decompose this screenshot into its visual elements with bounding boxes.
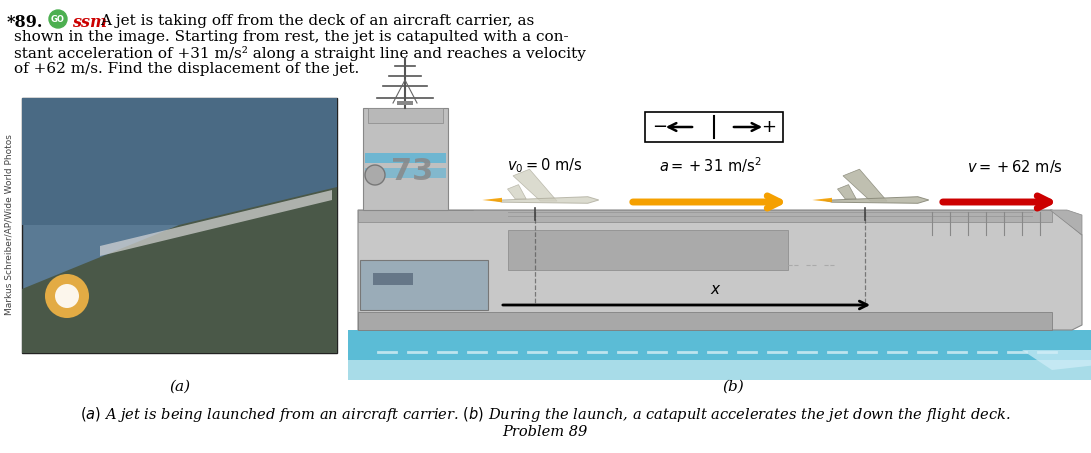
Text: 73: 73 — [391, 158, 433, 187]
Bar — [358, 210, 1052, 222]
Polygon shape — [507, 185, 526, 199]
Bar — [348, 360, 1091, 380]
Circle shape — [365, 165, 385, 185]
Text: of +62 m/s. Find the displacement of the jet.: of +62 m/s. Find the displacement of the… — [14, 62, 359, 76]
Text: GO: GO — [51, 14, 65, 24]
Circle shape — [45, 274, 89, 318]
Text: *89.: *89. — [7, 14, 44, 31]
Text: stant acceleration of +31 m/s² along a straight line and reaches a velocity: stant acceleration of +31 m/s² along a s… — [14, 46, 586, 61]
Text: $v = +62$ m/s: $v = +62$ m/s — [967, 158, 1063, 175]
Text: −: − — [652, 118, 667, 136]
Circle shape — [55, 284, 79, 308]
Text: $(a)$ A jet is being launched from an aircraft carrier. $(b)$ During the launch,: $(a)$ A jet is being launched from an ai… — [80, 405, 1010, 424]
Text: ssm: ssm — [72, 14, 107, 31]
Text: $x$: $x$ — [710, 282, 722, 297]
Text: Problem 89: Problem 89 — [502, 425, 588, 439]
Bar — [365, 153, 446, 163]
Polygon shape — [22, 187, 337, 353]
Bar — [373, 273, 413, 285]
Bar — [348, 330, 1091, 362]
Text: shown in the image. Starting from rest, the jet is catapulted with a con-: shown in the image. Starting from rest, … — [14, 30, 568, 44]
Polygon shape — [360, 260, 488, 310]
Text: (a): (a) — [169, 380, 191, 394]
Polygon shape — [513, 169, 558, 201]
Text: A jet is taking off from the deck of an aircraft carrier, as: A jet is taking off from the deck of an … — [100, 14, 535, 28]
Polygon shape — [824, 197, 928, 203]
Bar — [363, 108, 448, 210]
Polygon shape — [838, 185, 856, 199]
Bar — [397, 101, 413, 105]
Polygon shape — [1022, 350, 1091, 370]
Text: $a = +31$ m/s$^2$: $a = +31$ m/s$^2$ — [659, 155, 762, 175]
Bar — [365, 168, 446, 178]
Bar — [508, 230, 788, 270]
Bar — [645, 112, 783, 142]
Text: Markus Schreiber/AP/Wide World Photos: Markus Schreiber/AP/Wide World Photos — [4, 135, 13, 315]
Polygon shape — [100, 190, 332, 256]
Polygon shape — [1050, 210, 1082, 235]
Bar — [22, 98, 337, 225]
Polygon shape — [843, 169, 887, 201]
Bar — [358, 312, 1052, 330]
Circle shape — [49, 10, 67, 28]
Text: (b): (b) — [722, 380, 744, 394]
Bar — [22, 98, 337, 353]
Polygon shape — [482, 198, 502, 202]
Polygon shape — [493, 197, 599, 203]
Polygon shape — [812, 198, 832, 202]
Polygon shape — [358, 210, 1082, 330]
Text: +: + — [762, 118, 776, 136]
Text: $v_0 = 0$ m/s: $v_0 = 0$ m/s — [507, 156, 583, 175]
Bar — [368, 108, 443, 123]
